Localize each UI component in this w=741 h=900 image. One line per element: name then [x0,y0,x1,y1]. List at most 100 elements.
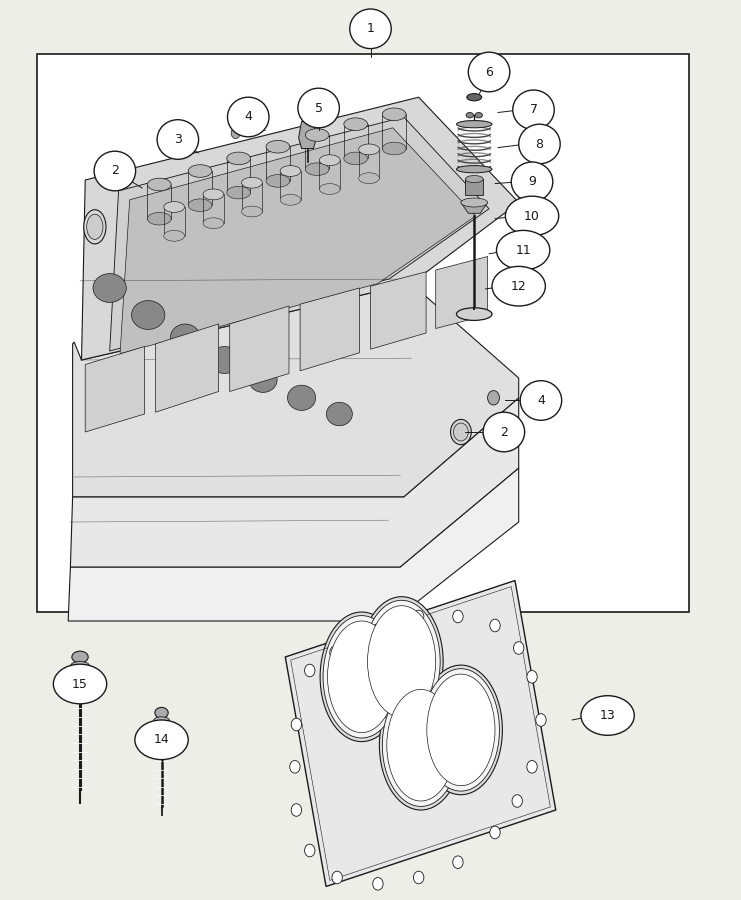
Ellipse shape [465,176,483,183]
Ellipse shape [513,90,554,130]
Ellipse shape [70,662,90,670]
Ellipse shape [451,419,471,445]
Ellipse shape [210,346,239,374]
Ellipse shape [581,696,634,735]
Text: 8: 8 [536,138,543,150]
Circle shape [373,624,383,636]
Text: 5: 5 [315,102,322,114]
Ellipse shape [350,9,391,49]
Circle shape [373,878,383,890]
Circle shape [536,714,546,726]
Text: 1: 1 [367,22,374,35]
Text: 10: 10 [524,210,540,222]
Ellipse shape [344,118,368,130]
Ellipse shape [453,423,468,441]
Ellipse shape [188,199,212,212]
Ellipse shape [387,689,455,801]
Polygon shape [436,256,488,328]
Circle shape [490,826,500,839]
Text: 14: 14 [153,734,170,746]
Ellipse shape [320,612,403,742]
Ellipse shape [519,124,560,164]
Ellipse shape [135,720,188,760]
Ellipse shape [456,166,492,173]
Ellipse shape [53,664,107,704]
Circle shape [330,646,340,659]
Polygon shape [285,580,556,886]
Text: 2: 2 [111,165,119,177]
Circle shape [413,871,424,884]
Circle shape [527,670,537,683]
Text: 6: 6 [485,66,493,78]
Ellipse shape [280,194,301,205]
Polygon shape [70,398,519,567]
Ellipse shape [475,112,482,118]
Text: 13: 13 [599,709,616,722]
Ellipse shape [427,674,495,786]
Ellipse shape [266,175,290,187]
Ellipse shape [94,151,136,191]
Text: 4: 4 [537,394,545,407]
Ellipse shape [170,324,200,351]
Ellipse shape [483,412,525,452]
Ellipse shape [147,212,171,225]
Circle shape [291,718,302,731]
Ellipse shape [323,616,400,738]
Ellipse shape [157,120,199,159]
Ellipse shape [382,684,459,806]
Ellipse shape [305,129,329,141]
Circle shape [413,610,424,623]
Ellipse shape [496,230,550,270]
Polygon shape [461,202,488,213]
Polygon shape [85,346,144,432]
Ellipse shape [203,189,224,200]
Polygon shape [73,284,519,497]
Text: 9: 9 [528,176,536,188]
Ellipse shape [379,680,462,810]
Text: 2: 2 [500,426,508,438]
Ellipse shape [382,108,406,121]
Polygon shape [110,117,489,351]
Circle shape [231,128,240,139]
Polygon shape [300,288,359,371]
Circle shape [488,391,499,405]
Ellipse shape [422,669,499,791]
Polygon shape [82,97,519,360]
Ellipse shape [467,94,482,101]
Ellipse shape [147,178,171,191]
Text: 12: 12 [511,280,527,292]
Circle shape [514,642,524,654]
Ellipse shape [72,652,88,662]
Ellipse shape [84,210,106,244]
Ellipse shape [304,109,311,120]
Ellipse shape [249,367,277,392]
Ellipse shape [288,385,316,410]
Ellipse shape [227,152,250,165]
Circle shape [305,844,315,857]
Ellipse shape [461,198,488,207]
Ellipse shape [227,97,269,137]
Ellipse shape [382,142,406,155]
Circle shape [512,795,522,807]
Circle shape [527,760,537,773]
Ellipse shape [360,597,443,726]
Ellipse shape [266,140,290,153]
Ellipse shape [153,716,170,725]
Circle shape [291,804,302,816]
Ellipse shape [305,163,329,176]
Ellipse shape [132,301,165,329]
Polygon shape [370,272,426,349]
Ellipse shape [227,186,250,199]
Ellipse shape [87,214,103,239]
Circle shape [490,619,500,632]
Text: 4: 4 [245,111,252,123]
Ellipse shape [359,144,379,155]
Ellipse shape [359,173,379,184]
Text: 15: 15 [72,678,88,690]
Ellipse shape [242,206,262,217]
Ellipse shape [505,196,559,236]
Text: 11: 11 [515,244,531,256]
Ellipse shape [520,381,562,420]
Ellipse shape [326,402,353,426]
Ellipse shape [456,121,492,128]
